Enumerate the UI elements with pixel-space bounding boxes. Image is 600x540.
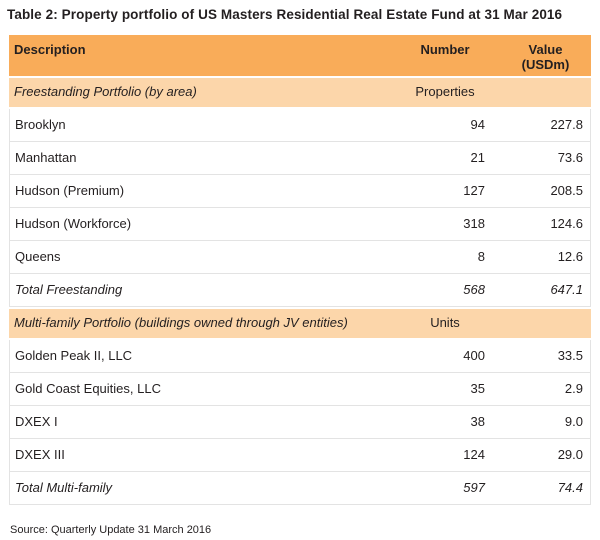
multifamily-rows: Golden Peak II, LLC 400 33.5 Gold Coast …	[9, 340, 591, 505]
row-description: Gold Coast Equities, LLC	[15, 380, 161, 396]
row-value: 29.0	[557, 446, 583, 462]
total-row-multifamily: Total Multi-family 597 74.4	[10, 472, 590, 505]
table-row: Brooklyn 94 227.8	[10, 109, 590, 142]
row-description: Hudson (Premium)	[15, 182, 125, 198]
row-number: 400	[463, 347, 485, 363]
table-row: Gold Coast Equities, LLC 35 2.9	[10, 373, 590, 406]
row-number: 318	[463, 215, 485, 231]
row-value: 9.0	[564, 413, 583, 429]
row-number: 8	[477, 248, 485, 264]
table-header-row: Description Number Value (USDm)	[9, 35, 591, 76]
total-label: Total Freestanding	[15, 281, 123, 297]
table-row: Queens 8 12.6	[10, 241, 590, 274]
section-header-multifamily: Multi-family Portfolio (buildings owned …	[9, 309, 591, 338]
freestanding-rows: Brooklyn 94 227.8 Manhattan 21 73.6 Huds…	[9, 109, 591, 307]
section-unit-label: Units	[430, 315, 460, 331]
table-row: DXEX I 38 9.0	[10, 406, 590, 439]
column-header-description: Description	[14, 42, 86, 57]
total-row-freestanding: Total Freestanding 568 647.1	[10, 274, 590, 307]
row-number: 21	[470, 149, 485, 165]
row-number: 124	[463, 446, 485, 462]
row-value: 227.8	[550, 116, 583, 132]
row-number: 35	[470, 380, 485, 396]
row-description: DXEX I	[15, 413, 58, 429]
column-header-value-line1: Value	[528, 42, 563, 57]
row-value: 2.9	[564, 380, 583, 396]
table-row: Hudson (Workforce) 318 124.6	[10, 208, 590, 241]
row-value: 73.6	[557, 149, 583, 165]
row-value: 33.5	[557, 347, 583, 363]
column-header-number: Number	[420, 42, 470, 57]
total-number: 568	[463, 281, 485, 297]
total-value: 647.1	[550, 281, 583, 297]
row-value: 12.6	[557, 248, 583, 264]
property-portfolio-table: Description Number Value (USDm) Freestan…	[9, 35, 591, 505]
total-number: 597	[463, 479, 485, 495]
column-header-value-line2: (USDm)	[521, 56, 570, 72]
table-row: DXEX III 124 29.0	[10, 439, 590, 472]
row-description: Brooklyn	[15, 116, 66, 132]
table-row: Manhattan 21 73.6	[10, 142, 590, 175]
table-title: Table 2: Property portfolio of US Master…	[7, 7, 563, 22]
row-description: Golden Peak II, LLC	[15, 347, 133, 363]
row-value: 124.6	[550, 215, 583, 231]
row-description: DXEX III	[15, 446, 65, 462]
source-note: Source: Quarterly Update 31 March 2016	[10, 524, 212, 536]
total-label: Total Multi-family	[15, 479, 113, 495]
section-label: Multi-family Portfolio (buildings owned …	[14, 315, 348, 331]
row-number: 94	[470, 116, 485, 132]
table-row: Hudson (Premium) 127 208.5	[10, 175, 590, 208]
row-value: 208.5	[550, 182, 583, 198]
column-header-value: Value (USDm)	[500, 42, 591, 73]
total-value: 74.4	[557, 479, 583, 495]
row-description: Manhattan	[15, 149, 77, 165]
row-description: Hudson (Workforce)	[15, 215, 132, 231]
section-unit-label: Properties	[415, 84, 475, 100]
section-header-freestanding: Freestanding Portfolio (by area) Propert…	[9, 78, 591, 107]
row-number: 127	[463, 182, 485, 198]
row-description: Queens	[15, 248, 61, 264]
section-label: Freestanding Portfolio (by area)	[14, 84, 197, 100]
row-number: 38	[470, 413, 485, 429]
table-row: Golden Peak II, LLC 400 33.5	[10, 340, 590, 373]
